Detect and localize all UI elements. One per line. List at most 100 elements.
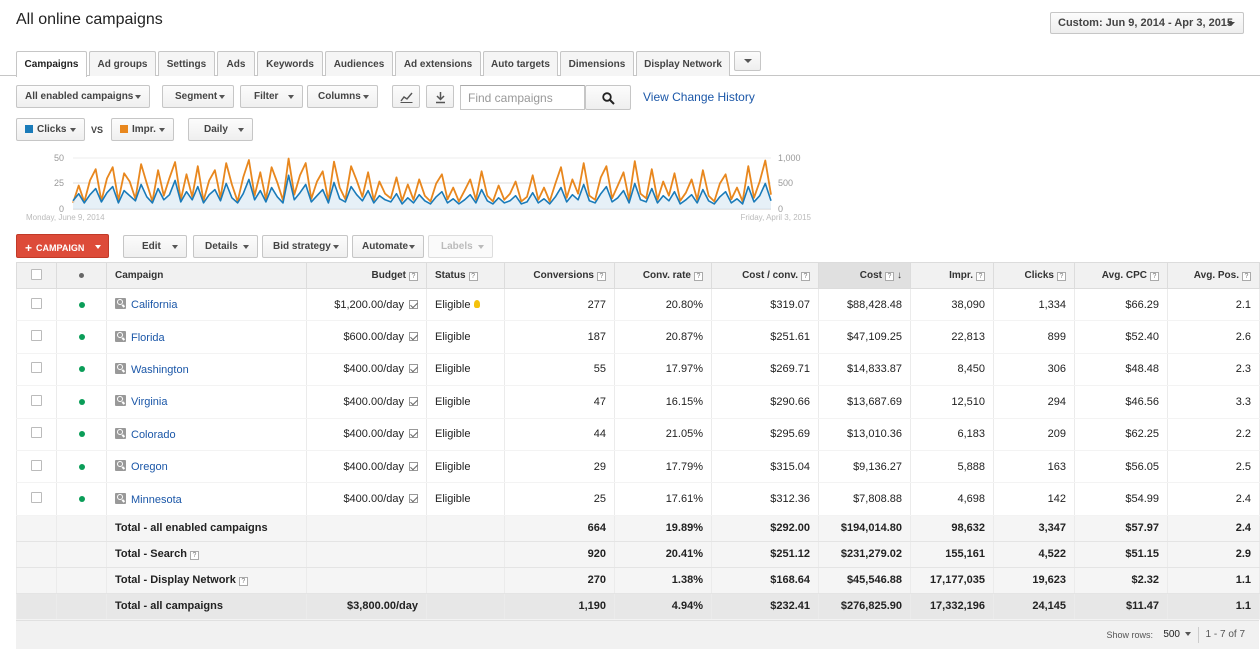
impr-column-header[interactable]: Impr.? [910, 262, 994, 289]
row-status-cell [56, 385, 107, 419]
campaign-link[interactable]: Virginia [131, 396, 168, 409]
details-dropdown[interactable]: Details [193, 235, 258, 258]
help-icon[interactable]: ? [801, 272, 810, 281]
row-checkbox[interactable] [31, 330, 42, 342]
clicks-column-header[interactable]: Clicks? [993, 262, 1075, 289]
campaign-link[interactable]: Oregon [131, 461, 168, 474]
avg-cpc-column-header[interactable]: Avg. CPC? [1074, 262, 1168, 289]
help-icon[interactable]: ? [189, 551, 199, 561]
help-icon[interactable]: ? [1057, 272, 1066, 281]
campaign-link[interactable]: Washington [131, 363, 189, 376]
cost-conv-cell: $251.61 [711, 320, 819, 354]
automate-dropdown[interactable]: Automate [352, 235, 424, 258]
avg-pos-column-header[interactable]: Avg. Pos.? [1167, 262, 1260, 289]
edit-dropdown[interactable]: Edit [123, 235, 187, 258]
campaigns-table: Campaign Budget? Status? Conversions? Co… [16, 262, 1260, 620]
row-checkbox[interactable] [31, 492, 42, 504]
tab-keywords[interactable]: Keywords [257, 51, 323, 76]
toggle-graph-button[interactable] [392, 85, 420, 108]
avg-pos-cell: 2.2 [1167, 418, 1260, 451]
edit-budget-icon[interactable] [409, 461, 418, 471]
help-icon[interactable]: ? [409, 272, 418, 281]
campaign-link[interactable]: Colorado [131, 428, 176, 441]
budget-column-header[interactable]: Budget? [306, 262, 427, 289]
campaign-scope-dropdown[interactable]: All enabled campaigns [16, 85, 150, 108]
help-icon[interactable]: ? [976, 272, 985, 281]
table-header-row: Campaign Budget? Status? Conversions? Co… [16, 262, 1260, 289]
row-checkbox[interactable] [31, 394, 42, 406]
edit-budget-icon[interactable] [409, 494, 418, 504]
metric1-dropdown[interactable]: Clicks [16, 118, 85, 141]
help-icon[interactable]: ? [1242, 272, 1251, 281]
row-select-cell[interactable] [16, 385, 57, 419]
new-campaign-button[interactable]: + CAMPAIGN [16, 234, 109, 258]
tab-auto-targets[interactable]: Auto targets [483, 51, 558, 76]
lightbulb-icon[interactable] [474, 299, 481, 308]
campaign-link[interactable]: Florida [131, 331, 165, 344]
campaign-link[interactable]: California [131, 299, 178, 312]
row-select-cell[interactable] [16, 320, 57, 354]
total-conversions-cell: 664 [504, 515, 615, 542]
granularity-dropdown[interactable]: Daily [188, 118, 253, 141]
columns-dropdown[interactable]: Columns [307, 85, 378, 108]
tab-ad-extensions[interactable]: Ad extensions [395, 51, 481, 76]
more-tabs-button[interactable] [734, 51, 761, 71]
labels-dropdown[interactable]: Labels [428, 235, 493, 258]
campaign-link[interactable]: Minnesota [131, 493, 182, 506]
chevron-down-icon [135, 95, 141, 99]
download-button[interactable] [426, 85, 454, 108]
row-select-cell[interactable] [16, 288, 57, 322]
row-checkbox[interactable] [31, 459, 42, 471]
tab-dimensions[interactable]: Dimensions [560, 51, 634, 76]
edit-budget-icon[interactable] [409, 429, 418, 439]
tab-settings[interactable]: Settings [158, 51, 215, 76]
row-select-cell[interactable] [16, 353, 57, 387]
row-checkbox[interactable] [31, 297, 42, 309]
grand-total-impr-cell: 17,332,196 [910, 592, 994, 620]
edit-budget-icon[interactable] [409, 299, 418, 309]
tab-campaigns[interactable]: Campaigns [16, 51, 87, 77]
select-all-checkbox[interactable] [31, 268, 42, 280]
select-all-header[interactable] [16, 262, 57, 289]
row-select-cell[interactable] [16, 418, 57, 451]
cost-column-header[interactable]: Cost? ↓ [818, 262, 911, 289]
help-icon[interactable]: ? [1150, 272, 1159, 281]
tab-display-network[interactable]: Display Network [636, 51, 730, 76]
tab-audiences[interactable]: Audiences [325, 51, 393, 76]
edit-budget-icon[interactable] [409, 364, 418, 374]
campaign-cell: Virginia [106, 385, 307, 419]
tab-ads[interactable]: Ads [217, 51, 255, 76]
help-icon[interactable]: ? [694, 272, 703, 281]
segment-dropdown[interactable]: Segment [162, 85, 234, 108]
status-column-header[interactable]: Status? [426, 262, 505, 289]
find-campaigns-input[interactable] [460, 85, 585, 110]
tab-ad-groups[interactable]: Ad groups [89, 51, 156, 76]
help-icon[interactable]: ? [597, 272, 606, 281]
bid-strategy-dropdown[interactable]: Bid strategy [262, 235, 348, 258]
conv-rate-column-header[interactable]: Conv. rate? [614, 262, 712, 289]
search-button[interactable] [585, 85, 631, 110]
conversions-column-header[interactable]: Conversions? [504, 262, 615, 289]
row-select-cell[interactable] [16, 482, 57, 516]
campaign-column-header[interactable]: Campaign [106, 262, 307, 289]
row-checkbox[interactable] [31, 427, 42, 439]
impr-header-label: Impr. [949, 270, 973, 281]
rows-per-page-select[interactable]: 500 [1163, 629, 1191, 640]
date-range-selector[interactable]: Custom: Jun 9, 2014 - Apr 3, 2015 [1050, 12, 1244, 34]
help-icon[interactable]: ? [468, 272, 478, 281]
right-tick-1000: 1,000 [778, 153, 801, 163]
row-checkbox[interactable] [31, 362, 42, 374]
help-icon[interactable]: ? [238, 577, 248, 587]
edit-budget-icon[interactable] [409, 396, 418, 406]
row-select-cell[interactable] [16, 450, 57, 484]
empty-cell [306, 515, 427, 542]
view-change-history-link[interactable]: View Change History [643, 90, 755, 104]
edit-budget-icon[interactable] [409, 332, 418, 342]
search-campaign-icon [115, 330, 126, 342]
metric2-dropdown[interactable]: Impr. [111, 118, 174, 141]
bid-strategy-label: Bid strategy [273, 241, 331, 252]
cost-conv-column-header[interactable]: Cost / conv.? [711, 262, 819, 289]
filter-dropdown[interactable]: Filter [240, 85, 303, 108]
help-icon[interactable]: ? [885, 272, 894, 281]
chevron-down-icon [478, 245, 484, 249]
